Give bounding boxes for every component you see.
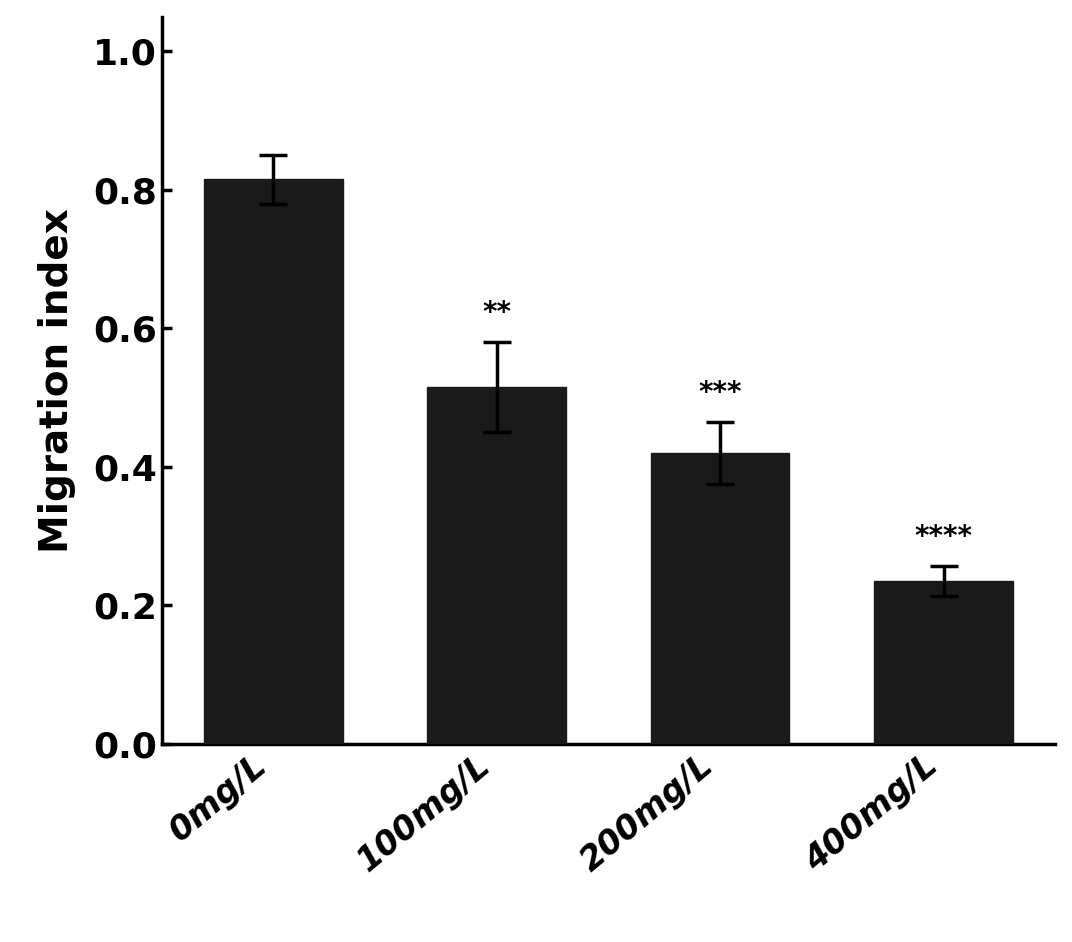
Bar (428, 387, 566, 744)
Text: **: ** (482, 299, 511, 327)
Text: ***: *** (698, 379, 742, 407)
Bar (204, 180, 343, 744)
Bar (875, 581, 1013, 744)
Text: ****: **** (914, 523, 972, 551)
Y-axis label: Migration index: Migration index (39, 208, 76, 553)
Bar (651, 453, 789, 744)
